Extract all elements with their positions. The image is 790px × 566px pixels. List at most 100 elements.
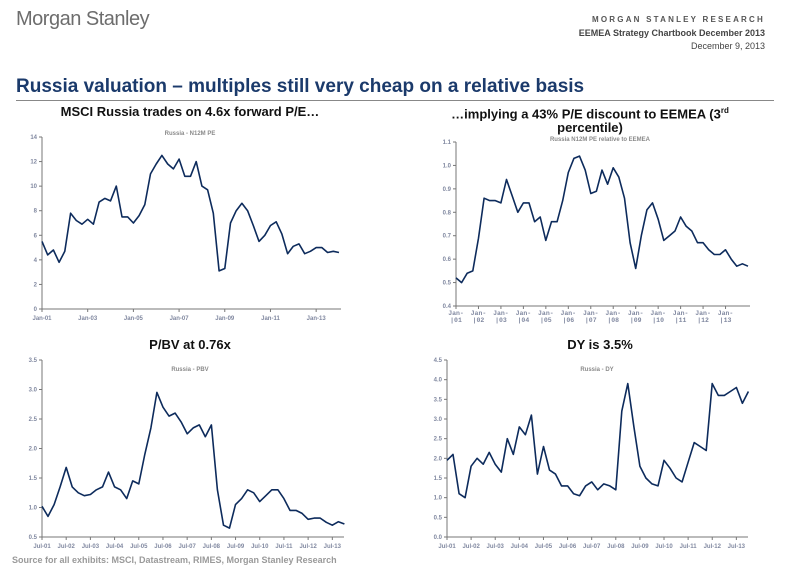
x-tick-label: Jul-03 <box>487 544 505 550</box>
x-tick-label: Jul-05 <box>535 544 553 550</box>
x-tick-label: Jan-|07 <box>582 310 599 324</box>
x-tick-label: Jul-08 <box>203 544 221 550</box>
x-tick-label: Jan-11 <box>261 316 280 322</box>
x-tick-label: Jan-|02 <box>470 310 487 324</box>
chart-title: Russia - N12M PE <box>165 131 216 137</box>
x-tick-label: Jul-12 <box>299 544 317 550</box>
x-tick-label: Jan-|01 <box>448 310 464 324</box>
x-tick-label: Jul-08 <box>607 544 625 550</box>
subtitle-relative-pe-main: …implying a 43% P/E discount to EEMEA (3 <box>451 106 721 122</box>
y-tick-label: 2.5 <box>29 417 38 423</box>
publication-date: December 9, 2013 <box>690 41 765 51</box>
x-tick-label: Jul-03 <box>82 544 100 550</box>
y-tick-label: 4.0 <box>434 378 443 384</box>
x-tick-label: Jul-13 <box>728 544 746 550</box>
subtitle-relative-pe-end: percentile) <box>557 120 623 136</box>
subtitle-relative-pe: …implying a 43% P/E discount to EEMEA (3… <box>420 104 760 135</box>
x-tick-label: Jul-07 <box>178 544 196 550</box>
y-tick-label: 2.0 <box>29 447 38 453</box>
series-line <box>446 382 750 499</box>
x-tick-label: Jul-09 <box>631 544 649 550</box>
chart-relative-pe: Russia N12M PE relative to EEMEA 0.4 0.5 0.… <box>443 137 750 310</box>
x-tick-label: Jul-07 <box>583 544 601 550</box>
x-tick-label: Jul-01 <box>438 544 456 550</box>
y-tick-label: 3.5 <box>29 358 38 364</box>
subtitle-superscript: rd <box>720 106 729 115</box>
chart-title: Russia - DY <box>580 367 613 373</box>
x-tick-label: Jul-12 <box>704 544 722 550</box>
chart-dy: Russia - DY 0.0 0.5 1.0 1.5 2.0 2.5 3.0 3.5 4.0 4.… <box>434 358 750 550</box>
x-tick-label: Jan-|12 <box>695 310 711 324</box>
x-tick-label: Jul-13 <box>324 544 342 550</box>
x-tick-label: Jan-|09 <box>627 310 644 324</box>
chart-pbv: Russia - PBV 0.5 1.0 1.5 2.0 2.5 3.0 3.5 Jul-01 J… <box>29 358 345 550</box>
x-tick-label: Jul-02 <box>58 544 76 550</box>
x-tick-label: Jan-03 <box>78 316 98 322</box>
x-tick-label: Jan-07 <box>170 316 190 322</box>
y-tick-label: 2.5 <box>434 437 443 443</box>
x-tick-label: Jul-04 <box>106 544 124 550</box>
x-tick-label: Jul-10 <box>251 544 269 550</box>
y-tick-label: 1.1 <box>443 140 452 146</box>
series-line <box>41 154 340 272</box>
publication-title: EEMEA Strategy Chartbook December 2013 <box>578 28 765 38</box>
x-tick-label: Jan-01 <box>32 316 52 322</box>
y-tick-label: 1.0 <box>29 506 38 512</box>
subtitle-pe: MSCI Russia trades on 4.6x forward P/E… <box>60 104 320 119</box>
x-tick-label: Jul-10 <box>655 544 673 550</box>
y-tick-label: 8 <box>34 209 38 215</box>
x-tick-label: Jul-11 <box>275 544 293 550</box>
x-tick-label: Jan-|08 <box>605 310 622 324</box>
series-line <box>41 391 345 529</box>
y-tick-label: 2 <box>34 282 38 288</box>
x-tick-label: Jul-06 <box>559 544 577 550</box>
chart-title: Russia N12M PE relative to EEMEA <box>550 137 651 143</box>
y-tick-label: 3.5 <box>434 397 443 403</box>
y-tick-label: 0 <box>34 307 38 313</box>
y-tick-label: 0.6 <box>443 257 452 263</box>
y-tick-label: 6 <box>34 233 38 239</box>
y-tick-label: 3.0 <box>29 388 38 394</box>
y-tick-label: 4.5 <box>434 358 443 364</box>
y-tick-label: 0.8 <box>443 210 452 216</box>
x-tick-label: Jan-|10 <box>650 310 666 324</box>
y-tick-label: 4 <box>34 258 38 264</box>
y-tick-label: 0.5 <box>443 281 452 287</box>
x-tick-label: Jan-05 <box>124 316 144 322</box>
subtitle-pbv: P/BV at 0.76x <box>149 337 231 352</box>
x-tick-label: Jan-|13 <box>717 310 734 324</box>
x-tick-label: Jul-01 <box>33 544 51 550</box>
source-note: Source for all exhibits: MSCI, Datastrea… <box>12 555 337 565</box>
research-label: MORGAN STANLEY RESEARCH <box>592 15 765 24</box>
morgan-stanley-logo: Morgan Stanley <box>16 8 150 30</box>
x-tick-label: Jan-|05 <box>538 310 554 324</box>
y-tick-label: 1.5 <box>29 476 38 482</box>
series-line <box>455 155 749 284</box>
chart-forward-pe: Russia - N12M PE 0 2 4 6 8 10 12 14 Jan-01 Jan-03 J… <box>30 131 341 322</box>
chart-title: Russia - PBV <box>171 367 208 373</box>
y-tick-label: 10 <box>30 184 37 190</box>
y-tick-label: 0.7 <box>443 234 452 240</box>
y-tick-label: 0.5 <box>434 515 443 521</box>
y-tick-label: 12 <box>30 160 37 166</box>
y-tick-label: 0.0 <box>434 535 443 541</box>
y-tick-label: 1.0 <box>443 163 452 169</box>
title-divider <box>16 100 774 101</box>
y-tick-label: 14 <box>30 135 37 141</box>
x-tick-label: Jan-|06 <box>560 310 577 324</box>
x-tick-label: Jul-02 <box>462 544 480 550</box>
x-tick-label: Jul-04 <box>511 544 529 550</box>
y-tick-label: 1.5 <box>434 476 443 482</box>
x-tick-label: Jan-|11 <box>672 310 689 324</box>
x-tick-label: Jul-11 <box>680 544 698 550</box>
subtitle-dy: DY is 3.5% <box>567 337 633 352</box>
y-tick-label: 0.4 <box>443 304 452 310</box>
page-title: Russia valuation – multiples still very … <box>16 76 585 97</box>
x-tick-label: Jan-|03 <box>493 310 509 324</box>
x-tick-label: Jan-|04 <box>515 310 532 324</box>
x-tick-label: Jul-09 <box>227 544 245 550</box>
y-tick-label: 2.0 <box>434 456 443 462</box>
y-tick-label: 0.5 <box>29 535 38 541</box>
y-tick-label: 1.0 <box>434 496 443 502</box>
